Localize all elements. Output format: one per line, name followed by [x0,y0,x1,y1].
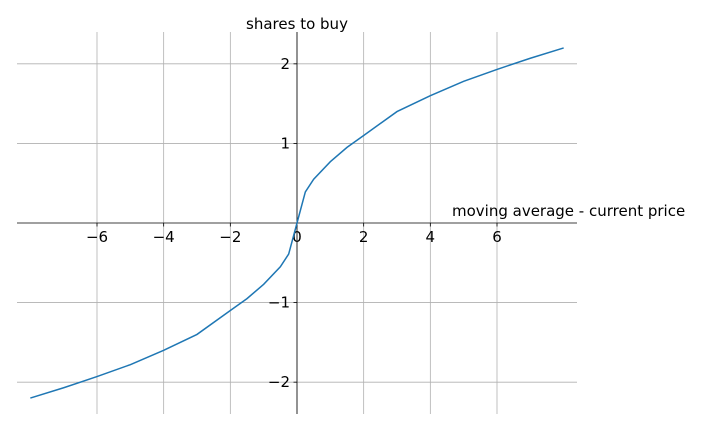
series-line [30,47,564,399]
x-axis-label: moving average - current price [452,202,685,220]
x-tick-label: −4 [153,228,175,246]
x-tick-label: 0 [292,228,302,246]
x-tick-label: −2 [219,228,241,246]
y-ticks: −2 −1 1 2 [268,55,297,391]
y-tick-label: −2 [268,373,290,391]
y-axis-label: shares to buy [246,15,348,33]
x-ticks: −6 −4 −2 0 2 4 6 [86,223,502,246]
x-tick-label: 2 [359,228,369,246]
x-tick-label: 4 [426,228,436,246]
x-tick-label: 6 [492,228,502,246]
y-tick-label: −1 [268,294,290,312]
x-tick-label: −6 [86,228,108,246]
y-tick-label: 2 [280,55,290,73]
y-tick-label: 1 [280,134,290,152]
